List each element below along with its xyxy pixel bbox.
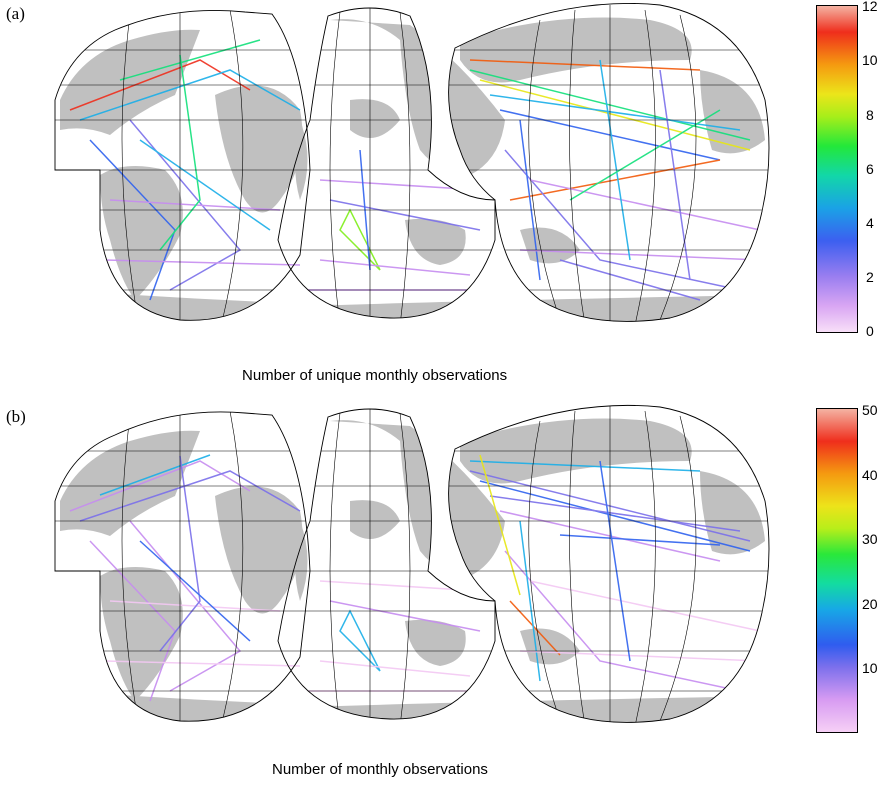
interrupted-world-map (54, 3, 770, 322)
colorbar-tick: 0 (866, 323, 874, 339)
colorbar-tick: 40 (862, 467, 878, 483)
colorbar-tick: 20 (862, 596, 878, 612)
interrupted-world-map (54, 404, 770, 723)
colorbar-tick: 10 (862, 660, 878, 676)
panel-caption: Number of unique monthly observations (242, 367, 508, 384)
panel-label: (a) (6, 4, 25, 23)
colorbar-tick: 50 (862, 402, 878, 418)
colorbar-tick: 2 (866, 269, 874, 285)
panel-label: (b) (6, 407, 26, 426)
colorbar-tick: 6 (866, 161, 874, 177)
colorbar-tick: 12 (862, 0, 878, 14)
panel-caption: Number of monthly observations (272, 761, 488, 778)
colorbar (816, 408, 858, 733)
colorbar-tick: 8 (866, 107, 874, 123)
colorbar-tick: 4 (866, 215, 874, 231)
colorbar (816, 5, 858, 333)
panel-b: (b) (0, 395, 888, 787)
panel-a: (a) (6, 0, 878, 384)
colorbar-tick: 10 (862, 52, 878, 68)
colorbar-tick: 30 (862, 531, 878, 547)
